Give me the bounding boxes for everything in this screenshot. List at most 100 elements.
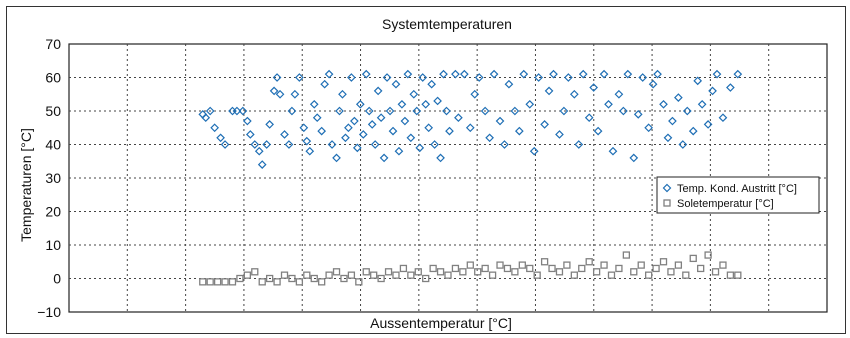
point-kond-austritt xyxy=(663,133,673,143)
point-kond-austritt xyxy=(295,73,304,82)
point-kond-austritt xyxy=(555,130,564,139)
y-axis-label: Temperaturen [°C] xyxy=(18,128,34,242)
point-soletemperatur xyxy=(251,268,259,276)
y-tick-labels: 70 60 50 40 30 20 10 0 −10 xyxy=(37,36,61,320)
point-soletemperatur xyxy=(288,274,296,283)
point-kond-austritt xyxy=(376,113,386,123)
y-tick-label: 60 xyxy=(45,70,61,86)
point-kond-austritt xyxy=(305,146,315,156)
point-kond-austritt xyxy=(623,69,633,79)
point-kond-austritt xyxy=(460,69,469,79)
point-kond-austritt xyxy=(250,140,260,149)
point-kond-austritt xyxy=(216,133,225,143)
point-kond-austritt xyxy=(480,106,490,116)
point-soletemperatur xyxy=(511,268,519,276)
point-kond-austritt xyxy=(400,116,410,126)
point-kond-austritt xyxy=(470,89,480,99)
point-soletemperatur xyxy=(459,268,467,276)
point-kond-austritt xyxy=(559,106,569,116)
point-kond-austritt xyxy=(451,69,460,79)
point-kond-austritt xyxy=(265,120,274,129)
point-kond-austritt xyxy=(412,106,422,116)
point-soletemperatur xyxy=(422,274,430,283)
point-kond-austritt xyxy=(320,79,329,89)
chart-frame: Systemtemperaturen Temperaturen [°C] Aus… xyxy=(6,6,846,334)
point-soletemperatur xyxy=(726,271,735,279)
point-kond-austritt xyxy=(569,89,579,99)
point-soletemperatur xyxy=(243,271,252,279)
point-soletemperatur xyxy=(622,251,631,259)
point-kond-austritt xyxy=(406,133,416,143)
legend-label: Temp. Kond. Austritt [°C] xyxy=(677,183,797,195)
point-soletemperatur xyxy=(362,268,370,276)
point-kond-austritt xyxy=(708,86,717,96)
point-soletemperatur xyxy=(429,264,437,273)
point-soletemperatur xyxy=(414,268,422,276)
y-tick-label: 40 xyxy=(45,137,61,153)
point-kond-austritt xyxy=(436,153,445,163)
scatter-chart: Systemtemperaturen Temperaturen [°C] Aus… xyxy=(18,16,828,331)
point-soletemperatur xyxy=(667,268,675,276)
point-kond-austritt xyxy=(427,79,436,89)
point-soletemperatur xyxy=(258,278,266,286)
point-kond-austritt xyxy=(341,133,350,143)
point-kond-austritt xyxy=(495,116,505,126)
point-kond-austritt xyxy=(201,113,211,123)
point-soletemperatur xyxy=(578,264,586,273)
point-kond-austritt xyxy=(243,116,252,126)
point-kond-austritt xyxy=(442,106,451,116)
point-soletemperatur xyxy=(734,271,742,279)
point-kond-austritt xyxy=(688,126,698,136)
point-kond-austritt xyxy=(382,73,392,82)
point-kond-austritt xyxy=(254,146,264,156)
point-kond-austritt xyxy=(648,79,658,89)
point-kond-austritt xyxy=(678,140,688,149)
point-soletemperatur xyxy=(265,274,274,283)
point-kond-austritt xyxy=(674,93,683,102)
point-kond-austritt xyxy=(439,69,448,79)
point-soletemperatur xyxy=(199,278,207,286)
point-kond-austritt xyxy=(703,120,713,129)
point-soletemperatur xyxy=(518,261,526,269)
point-soletemperatur xyxy=(280,271,289,279)
legend-box xyxy=(656,176,820,214)
point-kond-austritt xyxy=(220,140,230,149)
point-kond-austritt xyxy=(604,99,613,109)
point-kond-austritt xyxy=(668,116,677,126)
point-kond-austritt xyxy=(593,126,603,136)
point-kond-austritt xyxy=(726,83,735,92)
point-kond-austritt xyxy=(361,69,371,79)
y-tick-label: 10 xyxy=(45,237,61,253)
legend-label: Soletemperatur [°C] xyxy=(677,198,774,210)
point-kond-austritt xyxy=(433,96,442,106)
point-soletemperatur xyxy=(548,264,556,273)
point-kond-austritt xyxy=(653,69,662,79)
point-kond-austritt xyxy=(549,69,558,79)
point-soletemperatur xyxy=(318,278,326,286)
point-soletemperatur xyxy=(659,258,668,266)
point-kond-austritt xyxy=(564,73,573,82)
point-soletemperatur xyxy=(711,268,720,276)
point-kond-austritt xyxy=(358,130,368,139)
point-soletemperatur xyxy=(325,271,333,279)
point-soletemperatur xyxy=(236,274,244,283)
legend-marker-sole xyxy=(663,199,671,207)
point-kond-austritt xyxy=(238,106,248,116)
point-kond-austritt xyxy=(347,73,356,82)
point-kond-austritt xyxy=(415,143,425,153)
point-kond-austritt xyxy=(644,123,653,133)
point-kond-austritt xyxy=(682,106,692,116)
point-soletemperatur xyxy=(295,278,304,286)
point-kond-austritt xyxy=(712,69,722,79)
point-kond-austritt xyxy=(269,86,279,96)
point-kond-austritt xyxy=(454,113,463,123)
point-kond-austritt xyxy=(510,106,520,116)
point-soletemperatur xyxy=(585,258,593,266)
point-kond-austritt xyxy=(367,120,377,129)
point-soletemperatur xyxy=(332,268,341,276)
point-kond-austritt xyxy=(659,99,668,109)
point-soletemperatur xyxy=(652,264,660,273)
point-soletemperatur xyxy=(563,261,571,269)
point-soletemperatur xyxy=(273,278,281,286)
point-kond-austritt xyxy=(373,86,383,96)
